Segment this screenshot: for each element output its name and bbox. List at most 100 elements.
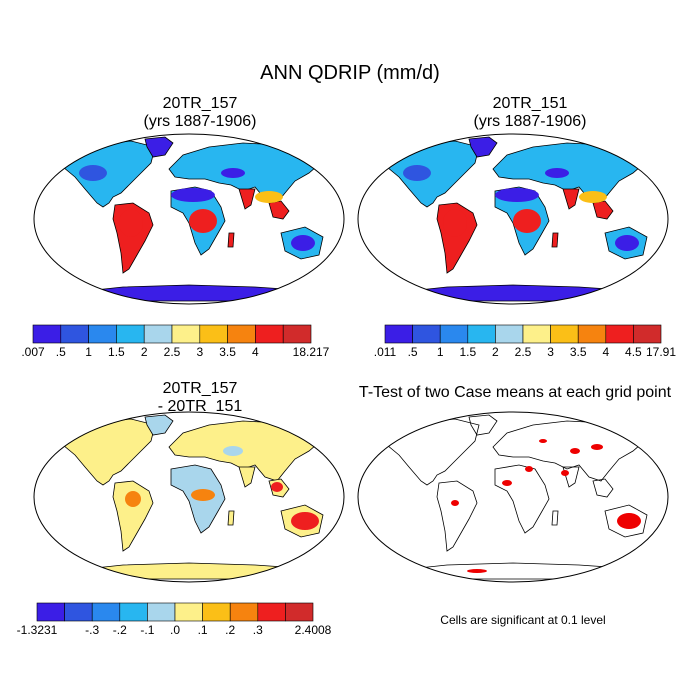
- panel-2-title: 20TR_151 (yrs 1887-1906): [400, 95, 660, 131]
- cb3-label: .3: [252, 623, 263, 637]
- cb2-box-4: [495, 324, 524, 344]
- cb1-box-9: [282, 324, 312, 344]
- cb2-label: 2.5: [514, 345, 532, 359]
- cb3-box-2: [91, 602, 121, 622]
- cb3-label: .0: [169, 623, 181, 637]
- map2-west-na: [403, 165, 431, 181]
- cb1-box-2: [88, 324, 117, 344]
- cb1-label: 2: [140, 345, 148, 359]
- map4-india: [562, 466, 580, 488]
- map-panel-difference: [33, 411, 345, 583]
- map2-frame: [357, 133, 669, 305]
- map1-australia-dry: [291, 235, 315, 251]
- map4-eurasia: [492, 420, 648, 482]
- cb2-label: 3: [547, 345, 554, 359]
- cb1-box-6: [199, 324, 228, 344]
- cb1-label: 1.5: [108, 345, 125, 359]
- map3-madagascar: [227, 510, 235, 526]
- panel-2-title-line1: 20TR_151: [492, 95, 568, 112]
- cb2-label: 17.91: [645, 345, 677, 359]
- map2-china-mid: [579, 191, 607, 203]
- cb1-box-1: [60, 324, 89, 344]
- panel-3-title: 20TR_157 - 20TR_151: [70, 380, 330, 416]
- cb3-box-3: [119, 602, 148, 622]
- panel-4-title: T-Test of two Case means at each grid po…: [355, 384, 675, 402]
- map4-samerica: [436, 480, 478, 552]
- map3-content: [34, 412, 344, 582]
- panel-4-title-line1: T-Test of two Case means at each grid po…: [358, 384, 672, 401]
- map2-content: [358, 134, 668, 304]
- cb1-box-0: [32, 324, 62, 344]
- map1-content: [34, 134, 344, 304]
- map4-australia: [604, 504, 648, 538]
- cb2-box-8: [605, 324, 634, 344]
- map1-arabia-dry: [221, 168, 245, 178]
- cb3-label: -1.3231: [16, 623, 58, 637]
- map4-sig-9: [570, 448, 580, 454]
- cb2-label: 2: [492, 345, 499, 359]
- map2-congo-wet: [513, 209, 541, 233]
- map2-australia-dry: [615, 235, 639, 251]
- cb3-box-1: [64, 602, 93, 622]
- map4-sig-0: [617, 513, 641, 529]
- cb2-label: .011: [373, 345, 397, 359]
- cb2-label: 1.5: [459, 345, 477, 359]
- cb2-label: 4.5: [625, 345, 642, 359]
- cb3-label: -.3: [85, 623, 100, 637]
- map3-india: [238, 466, 256, 488]
- map4-sig-1: [451, 500, 459, 506]
- map4-sig-3: [525, 466, 533, 472]
- cb3-box-9: [285, 602, 314, 622]
- cb2-box-0: [384, 324, 413, 344]
- cb1-box-3: [116, 324, 145, 344]
- cb1-box-7: [227, 324, 256, 344]
- cb2-box-2: [439, 324, 469, 344]
- panel-1-title: 20TR_157 (yrs 1887-1906): [70, 95, 330, 131]
- map4-madagascar: [551, 510, 559, 526]
- map4-seasia: [592, 478, 614, 498]
- map4-sig-4: [561, 470, 569, 476]
- cb2-label: 3.5: [569, 345, 587, 359]
- significance-note: Cells are significant at 0.1 level: [440, 613, 606, 627]
- map1-china-mid: [255, 191, 283, 203]
- cb2-box-1: [412, 324, 441, 344]
- map-panel-20tr151: [357, 133, 669, 305]
- cb2-box-5: [522, 324, 551, 344]
- map3-seasia-pos: [271, 482, 283, 492]
- map2-sahara-dry: [495, 188, 539, 202]
- map4-namerica: [380, 418, 480, 486]
- map1-seasia: [268, 200, 290, 220]
- map4-sig-5: [591, 444, 603, 450]
- panel-1-title-line1: 20TR_157: [162, 95, 238, 112]
- cb1-label: 3.5: [219, 345, 236, 359]
- map3-arabia-neg: [223, 446, 243, 456]
- colorbar-20tr151: [384, 324, 662, 344]
- colorbar-20tr157: [32, 324, 312, 344]
- map2-india: [562, 188, 580, 210]
- cb3-label: -.1: [140, 623, 155, 637]
- map2-seasia: [592, 200, 614, 220]
- map2-madagascar: [551, 232, 559, 248]
- map1-sahara-dry: [171, 188, 215, 202]
- cb3-label: .1: [197, 623, 208, 637]
- panel-3-title-line2: - 20TR_151: [157, 398, 243, 415]
- cb1-label: 2.5: [163, 345, 181, 359]
- map-panel-ttest: [357, 411, 669, 583]
- figure-title: ANN QDRIP (mm/d): [260, 62, 440, 84]
- cb1-label: 3: [196, 345, 204, 359]
- map3-sahel-pos: [191, 489, 215, 501]
- map4-greenland: [468, 414, 498, 436]
- cb2-box-7: [577, 324, 607, 344]
- cb3-box-4: [147, 602, 176, 622]
- map3-eurasia: [168, 420, 324, 482]
- cb1-label: .007: [21, 345, 45, 359]
- map4-frame: [357, 411, 669, 583]
- map2-greenland: [468, 136, 498, 158]
- cb1-box-4: [143, 324, 173, 344]
- panel-2-title-line2: (yrs 1887-1906): [473, 113, 587, 130]
- map4-ocean: [358, 412, 668, 582]
- map4-sig-6: [539, 439, 547, 443]
- cb1-label: 4: [252, 345, 259, 359]
- cb1-box-8: [255, 324, 284, 344]
- cb1-box-5: [171, 324, 201, 344]
